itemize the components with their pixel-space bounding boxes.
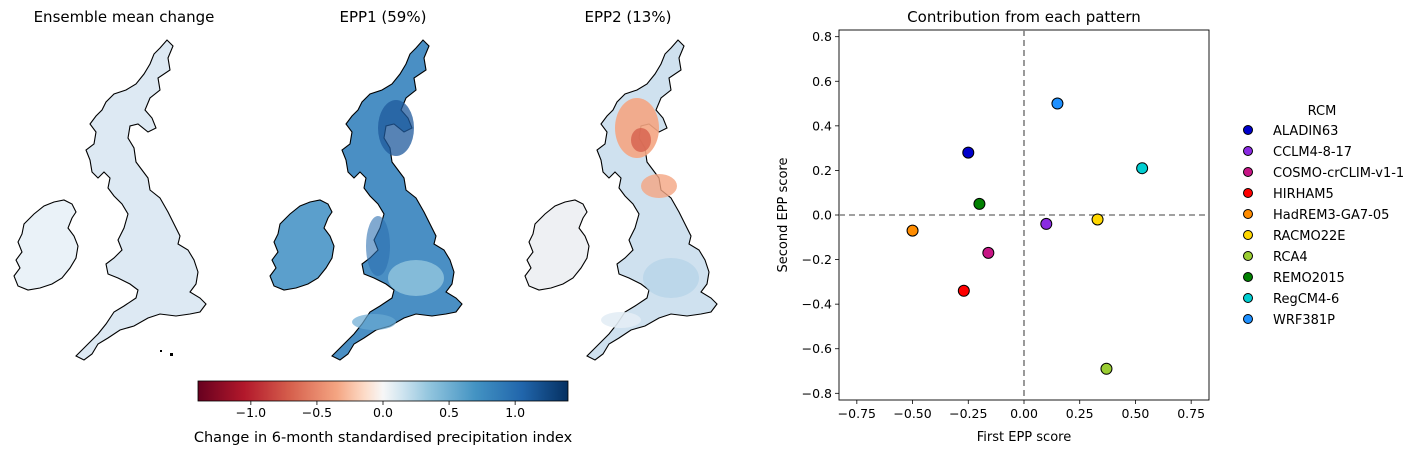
legend-item: RegCM4-6 xyxy=(1243,292,1339,307)
data-point-racmo22e xyxy=(1091,213,1104,226)
data-point-cosmo-crclim-v1-1 xyxy=(982,246,995,259)
map-uk-ireland xyxy=(524,39,718,361)
legend-marker xyxy=(1243,209,1253,219)
legend-items: ALADIN63 CCLM4-8-17 COSMO-crCLIM-v1-1 HIRHA… xyxy=(1243,124,1404,328)
data-points xyxy=(906,97,1149,375)
data-point-hadrem3-ga7-05 xyxy=(906,224,919,237)
legend-marker xyxy=(1243,188,1253,198)
legend-marker xyxy=(1243,146,1253,156)
y-tick-label: 0.6 xyxy=(812,74,832,89)
legend-marker xyxy=(1243,314,1253,324)
colorbar-tick-label: −1.0 xyxy=(236,405,266,420)
x-tick-label: 0.25 xyxy=(1066,406,1094,421)
x-tick-label: −0.50 xyxy=(893,406,931,421)
colorbar-label: Change in 6-month standardised precipita… xyxy=(194,430,573,446)
data-point-rca4 xyxy=(1100,362,1113,375)
map-uk-ireland xyxy=(13,39,207,361)
map-title: EPP2 (13%) xyxy=(585,8,672,26)
legend-item: ALADIN63 xyxy=(1243,124,1338,139)
chart-title: Contribution from each pattern xyxy=(907,8,1141,26)
y-tick-label: −0.4 xyxy=(802,297,832,312)
map-title: EPP1 (59%) xyxy=(340,8,427,26)
legend-item: HadREM3-GA7-05 xyxy=(1243,208,1389,223)
legend-label: REMO2015 xyxy=(1273,271,1345,286)
legend-marker xyxy=(1243,293,1253,303)
legend-marker xyxy=(1243,251,1253,261)
legend-item: HIRHAM5 xyxy=(1243,187,1334,202)
y-axis-ticks: −0.8 −0.6 −0.4 −0.2 0.0 0.2 0.4 0.6 0.8 xyxy=(802,29,839,401)
y-tick-label: 0.0 xyxy=(812,208,832,223)
legend-label: RCA4 xyxy=(1273,250,1308,265)
legend-item: RACMO22E xyxy=(1243,229,1345,244)
y-tick-label: 0.8 xyxy=(812,29,832,44)
y-tick-label: −0.2 xyxy=(802,252,832,267)
data-point-cclm4-8-17 xyxy=(1040,217,1053,230)
legend-item: COSMO-crCLIM-v1-1 xyxy=(1243,166,1404,181)
data-point-regcm4-6 xyxy=(1136,162,1149,175)
legend-marker xyxy=(1243,167,1253,177)
colorbar-ticks: −1.0 −0.5 0.0 0.5 1.0 xyxy=(236,401,525,420)
x-axis-ticks: −0.75 −0.50 −0.25 0.00 0.25 0.50 0.75 xyxy=(838,400,1205,421)
x-tick-label: 0.50 xyxy=(1122,406,1150,421)
colorbar: −1.0 −0.5 0.0 0.5 1.0 Change in 6-month stan… xyxy=(194,380,573,446)
legend: RCM ALADIN63 CCLM4-8-17 COSMO-crCLIM-v1-1 H… xyxy=(1243,104,1404,328)
map-title: Ensemble mean change xyxy=(34,8,215,26)
y-axis-label: Second EPP score xyxy=(776,158,791,273)
legend-label: HadREM3-GA7-05 xyxy=(1273,208,1389,223)
scatter-chart: Contribution from each pattern −0.75 −0.5… xyxy=(776,8,1210,445)
x-tick-label: −0.75 xyxy=(838,406,876,421)
map-uk-ireland xyxy=(269,39,463,361)
colorbar-tick-label: 0.0 xyxy=(373,405,393,420)
map-panel-ensemble-mean: Ensemble mean change xyxy=(13,8,215,361)
map-small-islands xyxy=(160,350,173,356)
map-panels: Ensemble mean change EPP1 (59%) xyxy=(13,8,718,361)
colorbar-tick-label: 0.5 xyxy=(439,405,459,420)
y-tick-label: 0.2 xyxy=(812,163,832,178)
colorbar-tick-label: 1.0 xyxy=(505,405,525,420)
data-point-wrf381p xyxy=(1051,97,1064,110)
legend-label: HIRHAM5 xyxy=(1273,187,1334,202)
legend-marker xyxy=(1243,230,1253,240)
y-tick-label: −0.6 xyxy=(802,341,832,356)
x-tick-label: 0.00 xyxy=(1010,406,1038,421)
legend-item: RCA4 xyxy=(1243,250,1308,265)
reference-lines xyxy=(839,30,1209,400)
legend-label: ALADIN63 xyxy=(1273,124,1338,139)
legend-label: CCLM4-8-17 xyxy=(1273,145,1352,160)
legend-item: WRF381P xyxy=(1243,313,1335,328)
x-tick-label: 0.75 xyxy=(1177,406,1205,421)
map-panel-epp1: EPP1 (59%) xyxy=(269,8,463,361)
legend-label: COSMO-crCLIM-v1-1 xyxy=(1273,166,1404,181)
y-tick-label: 0.4 xyxy=(812,118,832,133)
legend-item: REMO2015 xyxy=(1243,271,1345,286)
legend-label: RACMO22E xyxy=(1273,229,1345,244)
y-tick-label: −0.8 xyxy=(802,386,832,401)
data-point-aladin63 xyxy=(962,146,975,159)
data-point-remo2015 xyxy=(973,197,986,210)
x-tick-label: −0.25 xyxy=(949,406,987,421)
legend-label: RegCM4-6 xyxy=(1273,292,1339,307)
x-axis-label: First EPP score xyxy=(977,430,1071,445)
legend-item: CCLM4-8-17 xyxy=(1243,145,1352,160)
data-point-hirham5 xyxy=(957,284,970,297)
legend-marker xyxy=(1243,272,1253,282)
colorbar-gradient xyxy=(197,380,569,402)
colorbar-tick-label: −0.5 xyxy=(302,405,332,420)
legend-title: RCM xyxy=(1308,104,1337,119)
legend-label: WRF381P xyxy=(1273,313,1335,328)
legend-marker xyxy=(1243,125,1253,135)
map-panel-epp2: EPP2 (13%) xyxy=(524,8,718,361)
